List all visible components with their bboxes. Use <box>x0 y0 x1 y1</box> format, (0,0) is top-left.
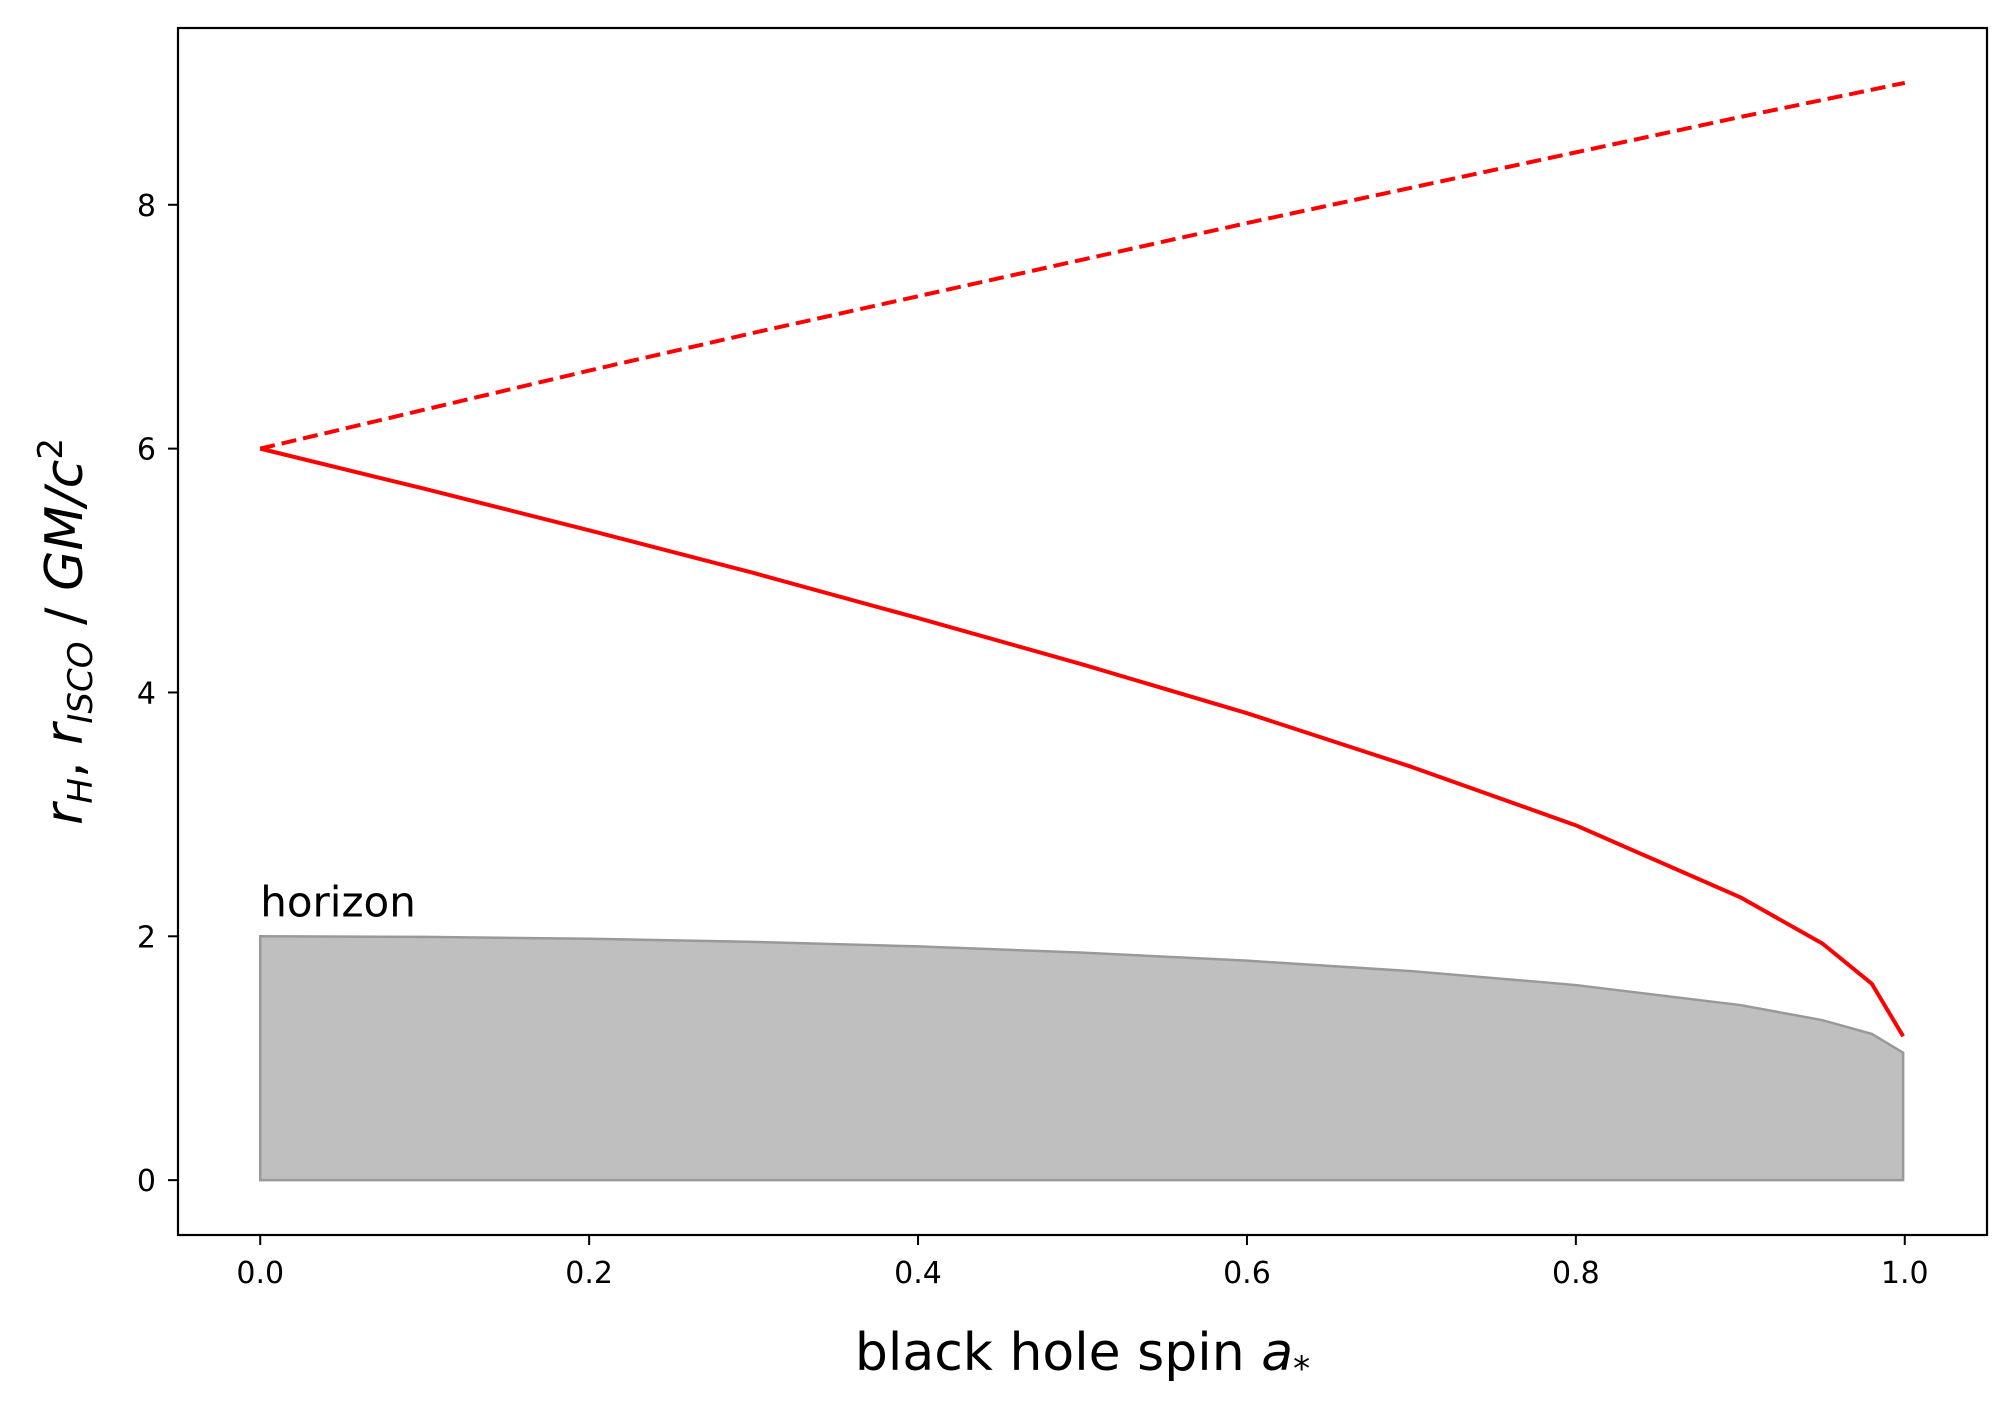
plot-content <box>258 80 1906 1182</box>
y-tick-label: 0 <box>137 1164 156 1199</box>
y-axis-label: rH, rISCO / GM/c2 <box>31 438 101 825</box>
y-tick-label: 2 <box>137 920 156 955</box>
y-label-unit: GM/c <box>35 460 95 591</box>
x-axis-label-sub: * <box>1293 1349 1310 1389</box>
x-tick-label: 0.6 <box>1223 1256 1271 1291</box>
y-tick-label: 8 <box>137 189 156 224</box>
y-label-sup: 2 <box>31 438 71 460</box>
isco-retrograde-line <box>259 80 1906 451</box>
horizon-fill <box>258 935 1905 1182</box>
y-label-sub1: H <box>61 778 101 804</box>
x-tick-label: 0.0 <box>236 1256 284 1291</box>
y-tick-label: 6 <box>137 433 156 468</box>
x-tick-label: 0.4 <box>894 1256 942 1291</box>
x-axis-label-var: a <box>1261 1323 1293 1383</box>
y-label-slash: / <box>35 591 95 642</box>
axes-frame <box>176 26 1989 1237</box>
ticks: 0.0 0.2 0.4 0.6 0.8 1.0 0 2 4 6 8 <box>137 189 1929 1291</box>
horizon-annotation: horizon <box>260 877 416 926</box>
y-label-r2: r <box>35 720 95 745</box>
y-label-sep: , <box>35 745 95 778</box>
x-tick-label: 0.2 <box>565 1256 613 1291</box>
x-tick-label: 0.8 <box>1552 1256 1600 1291</box>
isco-prograde-line <box>259 446 1905 1038</box>
y-label-r1: r <box>35 800 95 825</box>
y-tick-label: 4 <box>137 676 156 711</box>
x-axis-label: black hole spin a* <box>855 1323 1310 1389</box>
y-label-sub2: ISCO <box>61 641 101 723</box>
x-tick-label: 1.0 <box>1881 1256 1929 1291</box>
x-axis-label-main: black hole spin <box>855 1323 1261 1383</box>
